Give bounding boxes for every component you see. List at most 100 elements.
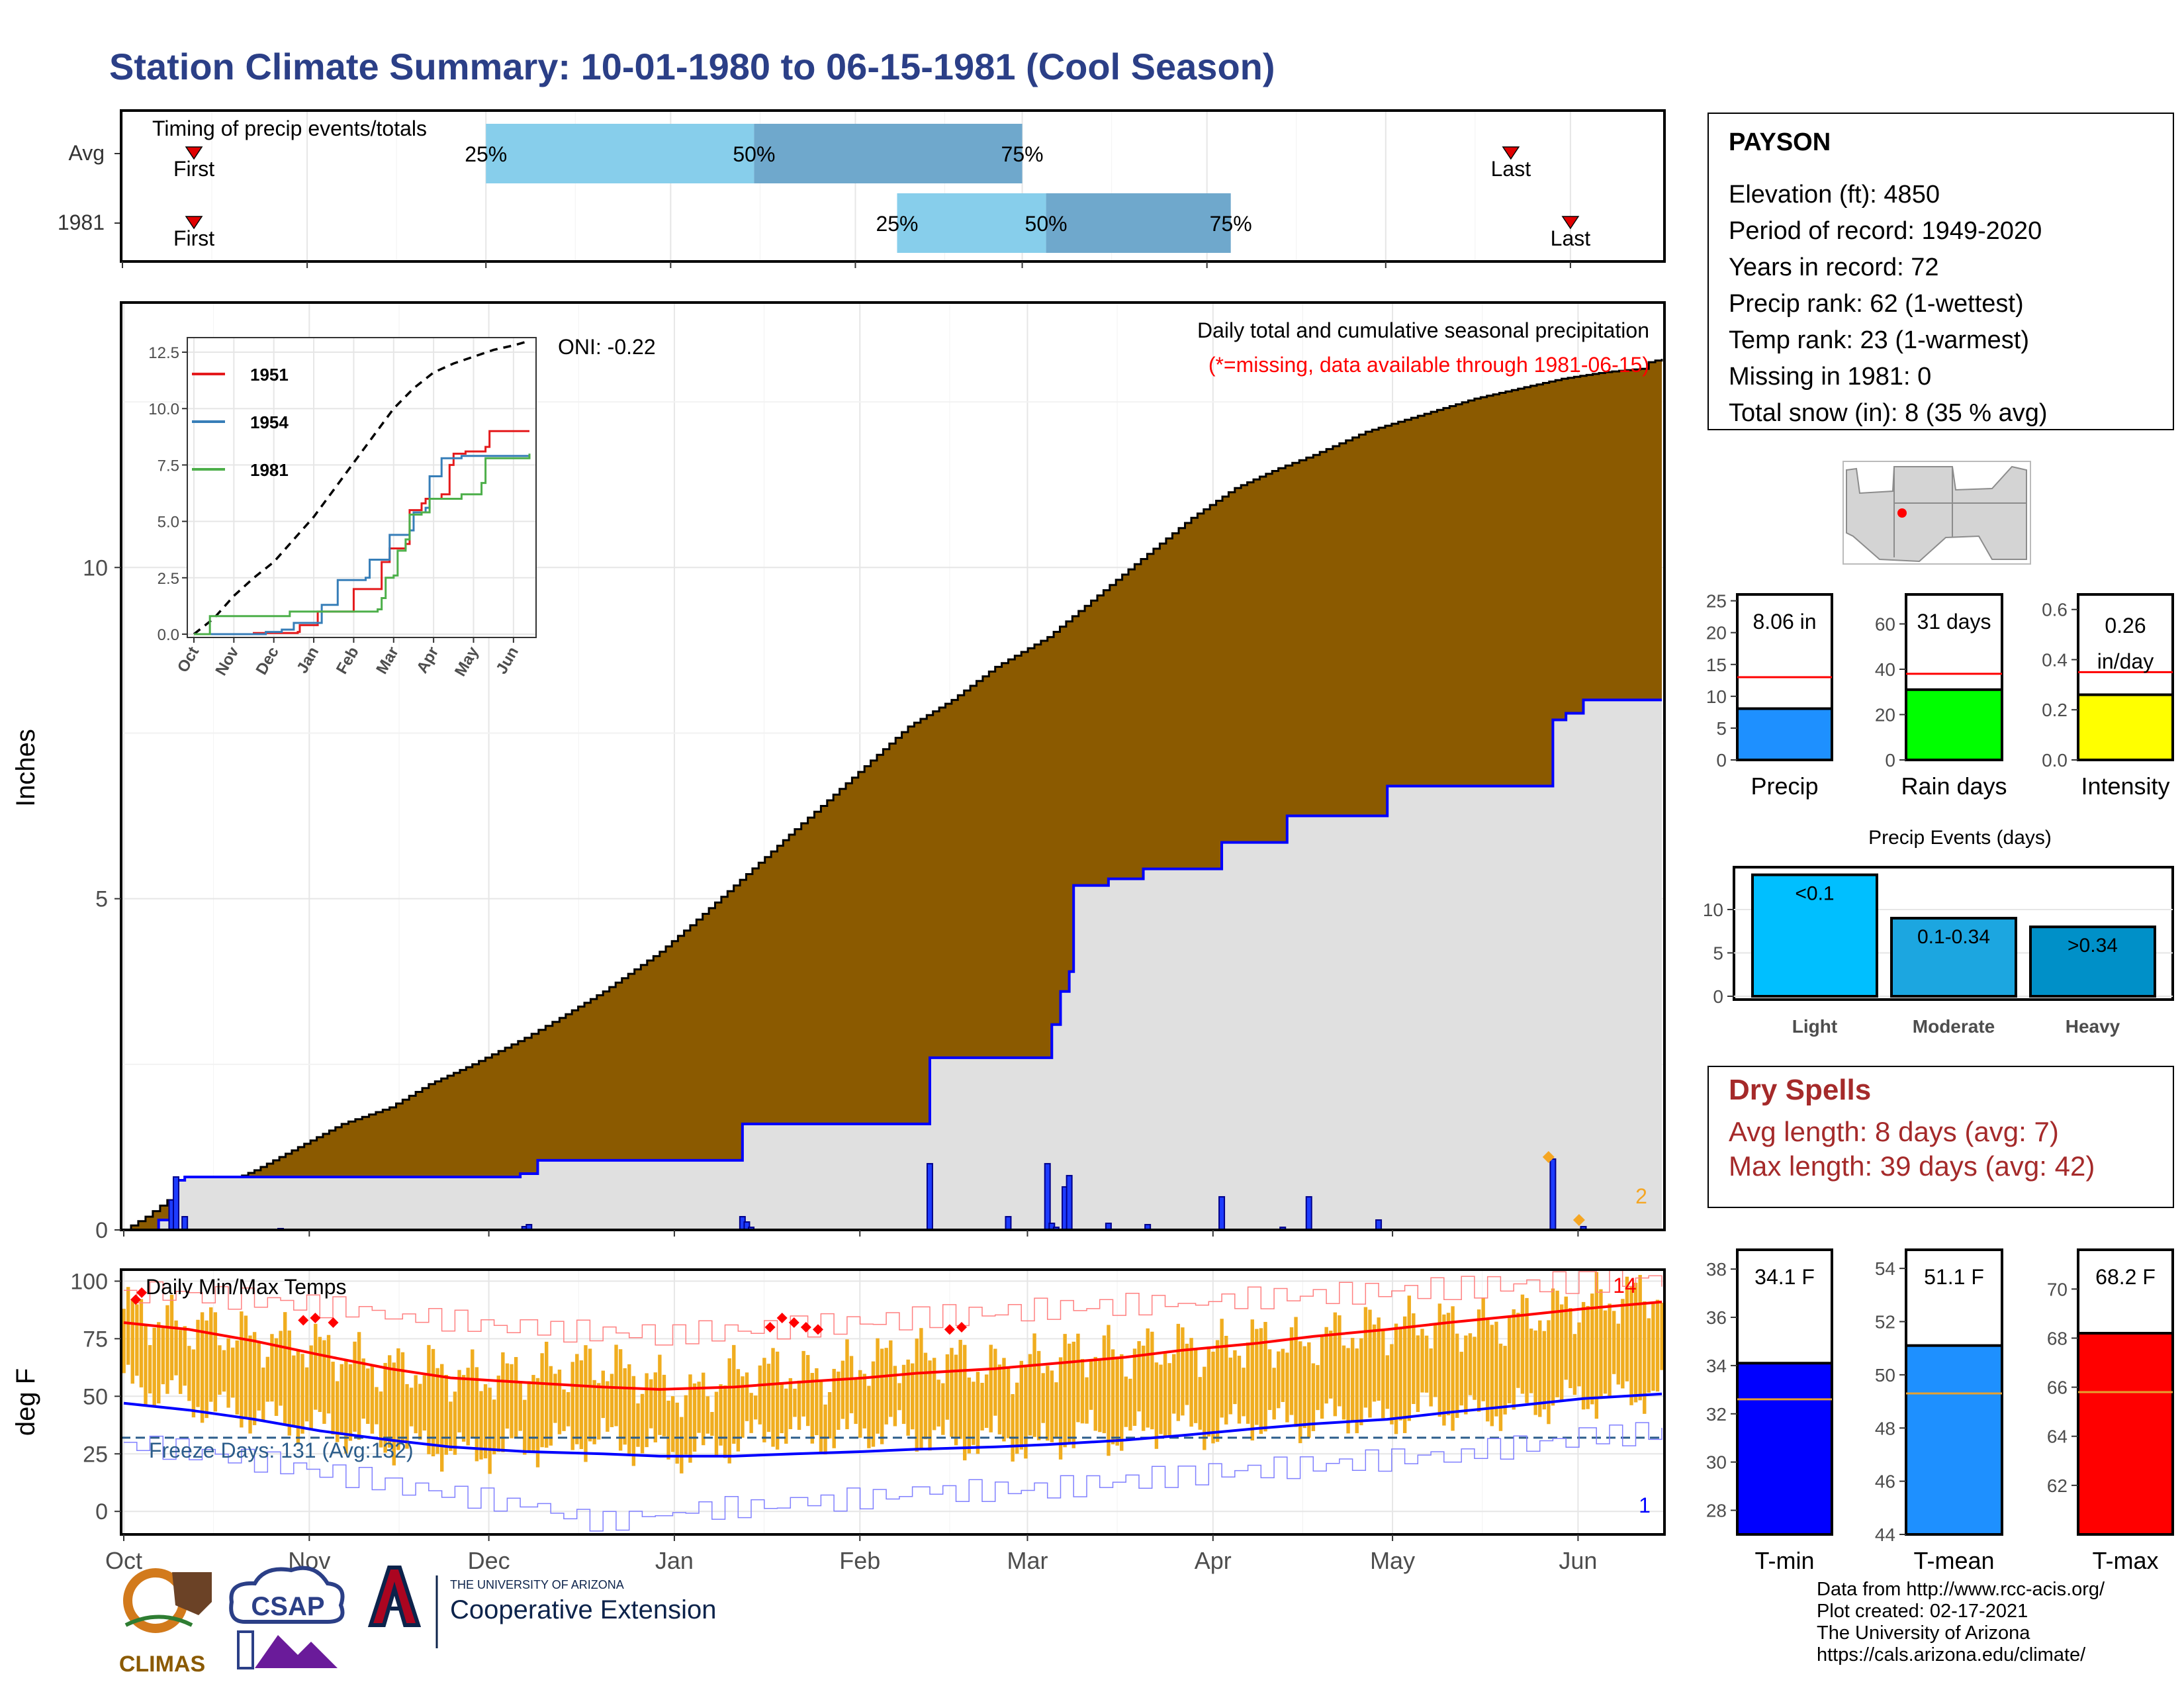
daily-temp-bar — [135, 1304, 139, 1376]
daily-temp-bar — [348, 1364, 353, 1441]
daily-temp-bar — [1616, 1323, 1620, 1385]
daily-temp-bar — [122, 1309, 126, 1374]
daily-temp-bar — [1477, 1309, 1481, 1412]
daily-temp-bar — [514, 1357, 518, 1438]
precip-y-tick-label: 10 — [83, 555, 108, 581]
daily-temp-bar — [531, 1375, 535, 1453]
daily-temp-bar — [396, 1348, 400, 1450]
daily-temp-bar — [1572, 1334, 1577, 1395]
temp-y-tick-label: 50 — [83, 1384, 108, 1409]
csap-mountain-logo-icon — [255, 1635, 338, 1668]
daily-temp-bar — [1638, 1274, 1642, 1401]
daily-temp-bar — [1111, 1349, 1115, 1444]
event-category-label: Light — [1792, 1016, 1837, 1037]
daily-temp-bar — [1281, 1348, 1285, 1402]
daily-temp-bar — [126, 1287, 130, 1365]
daily-temp-bar — [483, 1384, 488, 1459]
precip-title: Daily total and cumulative seasonal prec… — [1197, 318, 1649, 342]
daily-temp-bar — [257, 1341, 261, 1411]
daily-temp-bar — [1498, 1343, 1503, 1431]
daily-temp-bar — [152, 1327, 156, 1407]
last-marker-icon — [1502, 146, 1520, 160]
daily-temp-bar — [972, 1382, 976, 1445]
summary-bar-value-label: 68.2 F — [2095, 1265, 2156, 1289]
daily-temp-bar — [1390, 1344, 1394, 1425]
daily-temp-bar — [592, 1380, 596, 1444]
temp-y-tick-label: 25 — [83, 1442, 108, 1467]
precip-events-panel: <0.1 Light 0.1-0.34 Moderate >0.34 Heavy 0 5 10 P… — [1703, 827, 2174, 1037]
daily-temp-bar — [1538, 1320, 1542, 1417]
record-high-marker-icon — [298, 1315, 309, 1326]
summary-bar-y-tick-label: 0 — [1885, 750, 1895, 771]
daily-temp-bar — [1316, 1365, 1320, 1411]
daily-temp-bar — [466, 1368, 470, 1446]
timing-percent-label: 75% — [1001, 142, 1044, 166]
daily-temp-bar — [1193, 1350, 1198, 1423]
summary-bar-y-tick-label: 40 — [1875, 659, 1895, 680]
daily-temp-bar — [196, 1319, 200, 1407]
daily-temp-bar — [422, 1375, 427, 1431]
daily-temp-bar — [1346, 1348, 1350, 1434]
daily-temp-bar — [1211, 1351, 1215, 1444]
daily-temp-bar — [1324, 1327, 1328, 1404]
daily-temp-bar — [157, 1322, 161, 1404]
summary-bar-y-tick-label: 60 — [1875, 614, 1895, 635]
precip-summary-bars: 0 5 10 15 20 25 8.06 in Precip 0 20 40 60 31 days Rai… — [1706, 591, 2174, 800]
daily-temp-bar — [357, 1332, 361, 1440]
daily-temp-bar — [749, 1393, 753, 1433]
daily-temp-bar — [435, 1368, 439, 1454]
daily-temp-bar — [479, 1391, 483, 1460]
record-high-marker-icon — [788, 1317, 799, 1328]
daily-temp-bar — [1377, 1317, 1381, 1401]
station-info-line: Total snow (in): 8 (35 % avg) — [1729, 399, 2048, 427]
daily-precip-bar — [173, 1176, 180, 1231]
daily-temp-bar — [1172, 1354, 1176, 1414]
daily-temp-bar — [252, 1332, 257, 1425]
footer-line: Plot created: 02-17-2021 — [1817, 1601, 2028, 1622]
daily-temp-bar — [645, 1373, 649, 1448]
daily-temp-bar — [1394, 1323, 1398, 1434]
daily-temp-bar — [1355, 1348, 1359, 1434]
summary-bar-y-tick-label: 62 — [2047, 1476, 2068, 1496]
daily-temp-bar — [1124, 1376, 1128, 1427]
summary-bar-value — [2077, 1332, 2174, 1536]
dry-spells-avg: Avg length: 8 days (avg: 7) — [1729, 1116, 2059, 1147]
daily-temp-bar — [1402, 1316, 1407, 1433]
daily-temp-bar — [954, 1354, 958, 1446]
daily-temp-bar — [1363, 1307, 1368, 1408]
ua-logo-small-text: THE UNIVERSITY OF ARIZONA — [450, 1578, 624, 1591]
daily-temp-bar — [1141, 1345, 1146, 1431]
daily-temp-bar — [1651, 1301, 1655, 1391]
daily-temp-bar — [1481, 1297, 1485, 1401]
daily-temp-bar — [1298, 1341, 1302, 1444]
daily-temp-bar — [1464, 1335, 1468, 1415]
daily-temp-bar — [1285, 1352, 1289, 1423]
last-label: Last — [1491, 157, 1531, 181]
daily-temp-bar — [662, 1374, 666, 1436]
daily-temp-bar — [1267, 1349, 1272, 1411]
daily-temp-bar — [205, 1320, 208, 1419]
climas-wave-logo-icon — [124, 1615, 193, 1627]
temperature-panel: Daily Min/Max Temps Freeze Days: 131 (Avg… — [11, 1268, 1666, 1574]
summary-bar-category-label: T-min — [1755, 1547, 1815, 1574]
timing-title: Timing of precip events/totals — [152, 117, 427, 140]
daily-temp-bar — [623, 1368, 627, 1445]
daily-temp-bar — [1398, 1328, 1402, 1421]
station-info-line: Years in record: 72 — [1729, 254, 1939, 281]
daily-temp-bar — [218, 1345, 222, 1395]
daily-temp-bar — [1655, 1299, 1660, 1392]
first-marker-icon — [185, 216, 203, 230]
month-axis-label: Feb — [839, 1547, 880, 1574]
daily-precip-bar — [1005, 1215, 1012, 1231]
timing-percent-label: 25% — [876, 212, 918, 236]
daily-temp-bar — [274, 1338, 279, 1416]
event-category-label: Heavy — [2066, 1016, 2120, 1037]
temp-y-tick-label: 0 — [95, 1499, 108, 1524]
summary-bar-y-tick-label: 36 — [1706, 1307, 1727, 1328]
station-info-line: Precip rank: 62 (1-wettest) — [1729, 290, 2024, 318]
ua-block-a-logo-icon — [367, 1566, 422, 1627]
daily-temp-bar — [366, 1368, 370, 1425]
daily-temp-bar — [889, 1340, 893, 1417]
temp-background — [121, 1270, 1664, 1534]
